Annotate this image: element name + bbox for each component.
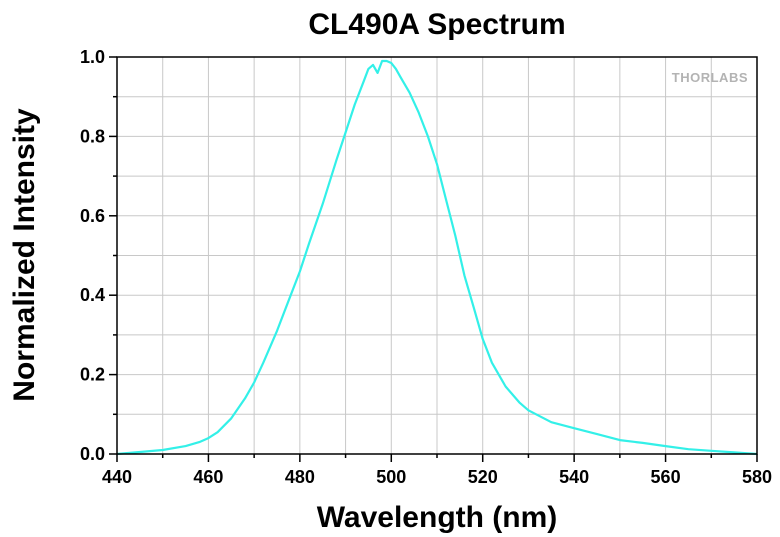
x-tick-label: 540 xyxy=(559,467,589,487)
y-tick-label: 0.8 xyxy=(80,126,105,146)
y-axis-label: Normalized Intensity xyxy=(8,108,41,402)
y-tick-labels: 0.0 0.2 0.4 0.6 0.8 1.0 xyxy=(80,47,105,464)
y-tick-label: 0.0 xyxy=(80,444,105,464)
y-tick-label: 1.0 xyxy=(80,47,105,67)
y-tick-label: 0.6 xyxy=(80,206,105,226)
grid-lines xyxy=(117,57,757,454)
x-axis-label: Wavelength (nm) xyxy=(317,501,558,534)
y-tick-label: 0.2 xyxy=(80,365,105,385)
x-tick-label: 520 xyxy=(468,467,498,487)
x-tick-labels: 440 460 480 500 520 540 560 580 xyxy=(102,467,772,487)
watermark-logo: THORLABS xyxy=(672,70,748,85)
chart-title: CL490A Spectrum xyxy=(308,8,565,41)
x-tick-label: 480 xyxy=(285,467,315,487)
axis-ticks xyxy=(109,56,758,462)
series-layer xyxy=(116,59,758,456)
x-tick-label: 500 xyxy=(376,467,406,487)
spectrum-line xyxy=(116,59,758,456)
x-tick-label: 580 xyxy=(742,467,772,487)
y-tick-label: 0.4 xyxy=(80,285,105,305)
x-tick-label: 560 xyxy=(651,467,681,487)
x-tick-label: 440 xyxy=(102,467,132,487)
x-tick-label: 460 xyxy=(193,467,223,487)
